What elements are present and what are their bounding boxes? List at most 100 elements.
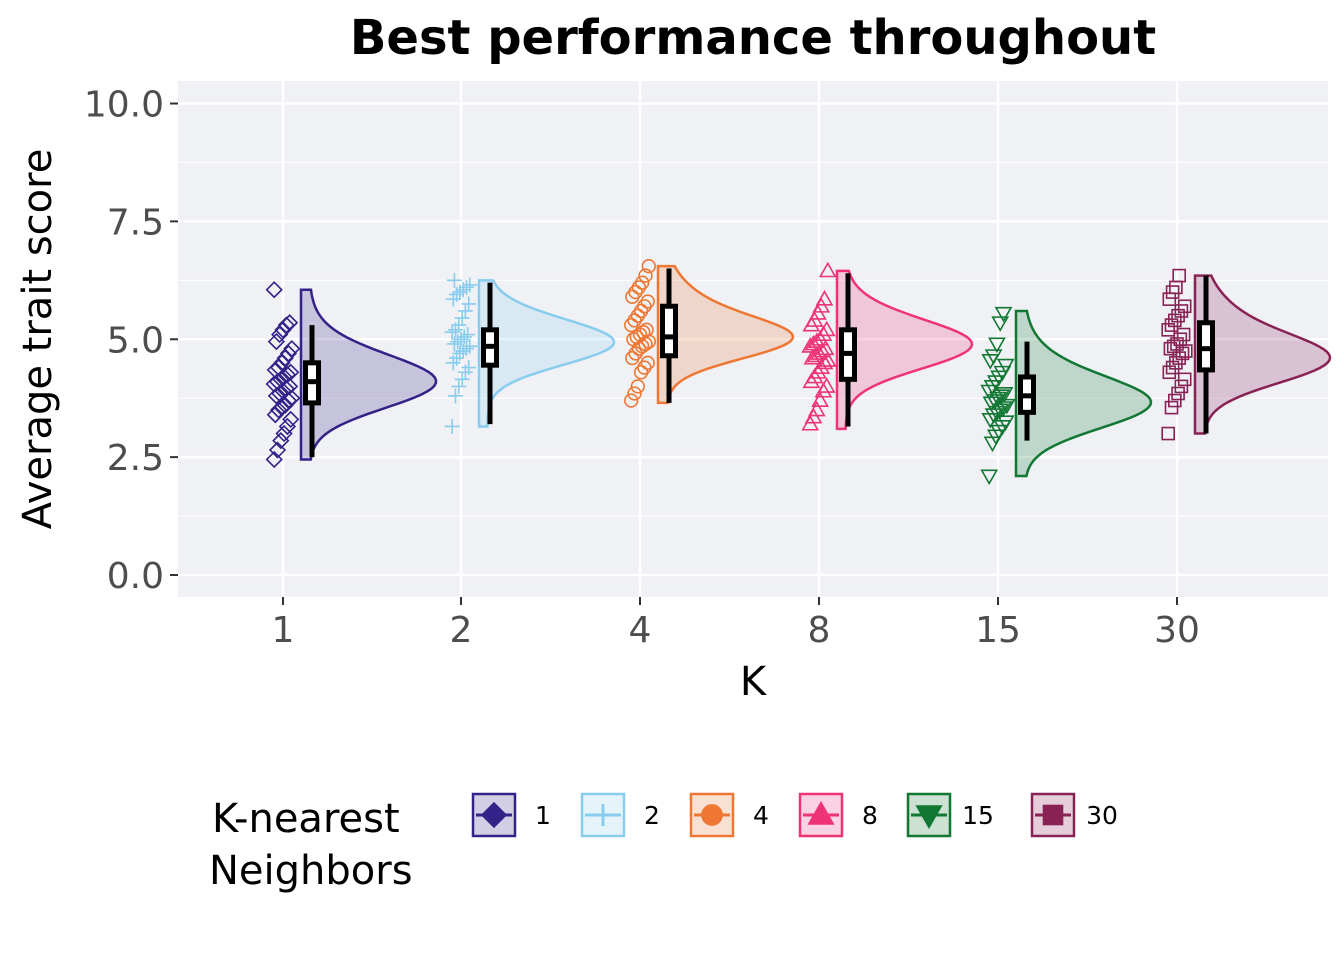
x-tick-label: 8 [808,610,831,651]
point-2-29 [446,272,462,288]
point-4-27 [638,268,653,283]
y-tick-label: 0.0 [107,556,164,597]
point-4-26 [635,275,650,290]
y-tick-label: 10.0 [84,85,164,126]
point-1-28 [283,340,301,358]
y-tick-label: 5.0 [107,320,164,361]
legend-label-1: 1 [535,801,551,830]
legend-marker-8 [807,800,835,825]
data-points [265,258,1193,486]
point-15-14 [989,391,1007,408]
point-1-33 [280,314,299,332]
point-15-25 [988,337,1006,354]
y-axis-title: Average trait score [15,149,61,530]
point-8-3 [811,391,829,407]
point-15-15 [992,389,1011,405]
point-2-16 [460,327,476,343]
point-1-5 [282,410,300,429]
point-30-26 [1172,268,1186,283]
point-15-9 [991,403,1010,420]
point-30-21 [1174,304,1189,318]
point-4-2 [630,379,645,394]
legend-item-2: 2 [580,792,660,838]
point-30-0 [1161,426,1175,441]
point-15-5 [996,415,1015,431]
legend-label-8: 8 [862,801,878,830]
legend-label-15: 15 [962,801,994,830]
point-4-1 [627,386,642,401]
legend-label-30: 30 [1086,801,1118,830]
legend-marker-4 [701,804,723,826]
point-1-31 [274,321,292,339]
point-2-22 [461,296,477,312]
point-30-16 [1176,327,1191,342]
point-30-4 [1174,379,1189,394]
point-8-27 [815,290,834,306]
point-4-28 [641,258,656,274]
legend-label-2: 2 [644,801,660,830]
x-tick-label: 2 [450,610,473,651]
legend-label-4: 4 [753,801,769,830]
point-30-5 [1177,372,1192,387]
point-15-16 [995,387,1014,403]
point-4-0 [624,393,639,408]
point-30-2 [1168,393,1182,408]
x-tick-label: 30 [1154,610,1200,651]
point-8-22 [817,320,836,337]
legend: K-nearest Neighbors 1 2 4 8 15 30 [209,792,1118,894]
point-1-22 [282,363,300,381]
legend-items: 1 2 4 8 15 30 [471,792,1118,838]
point-15-26 [991,316,1010,332]
x-axis-title: K [740,659,768,705]
density-1 [299,288,438,461]
point-15-24 [984,349,1003,365]
point-1-4 [278,417,297,436]
point-15-11 [997,398,1016,415]
x-tick-label: 15 [975,610,1021,651]
legend-item-1: 1 [471,792,551,838]
point-1-9 [276,396,294,414]
point-1-27 [279,344,298,363]
legend-marker-2 [592,804,614,826]
point-8-2 [807,400,826,417]
density-30 [1193,274,1332,435]
point-2-27 [459,279,474,295]
legend-marker-15 [915,805,943,830]
legend-item-8: 8 [798,792,878,838]
point-15-0 [980,469,999,486]
point-1-34 [265,281,283,299]
point-2-15 [456,329,472,345]
density-clouds [299,264,1332,478]
density-8 [835,269,974,431]
x-axis: 1 2 4 8 15 30 [272,597,1200,651]
chart-title: Best performance throughout [350,10,1156,66]
legend-item-15: 15 [906,792,994,838]
x-tick-label: 1 [272,610,295,651]
point-1-3 [275,424,293,443]
legend-item-30: 30 [1030,792,1118,838]
point-2-28 [462,277,478,293]
point-8-18 [804,334,823,351]
legend-title-line-2: Neighbors [209,848,413,894]
point-30-22 [1177,299,1192,314]
point-8-28 [818,261,837,278]
point-2-3 [454,371,470,387]
boxplots [303,268,1215,458]
point-15-7 [984,408,1003,424]
point-2-10 [459,341,474,357]
point-4-22 [640,294,655,309]
point-4-5 [640,355,655,371]
point-2-5 [461,360,477,376]
point-15-8 [988,405,1006,422]
point-15-22 [996,358,1015,375]
point-2-17 [444,324,460,340]
point-1-2 [272,431,290,450]
point-2-20 [454,310,470,326]
point-15-13 [985,394,1004,410]
point-2-11 [462,338,478,354]
point-8-5 [817,377,836,393]
legend-marker-1 [480,801,508,829]
y-tick-label: 7.5 [107,202,164,243]
legend-title-line-1: K-nearest [212,796,400,842]
